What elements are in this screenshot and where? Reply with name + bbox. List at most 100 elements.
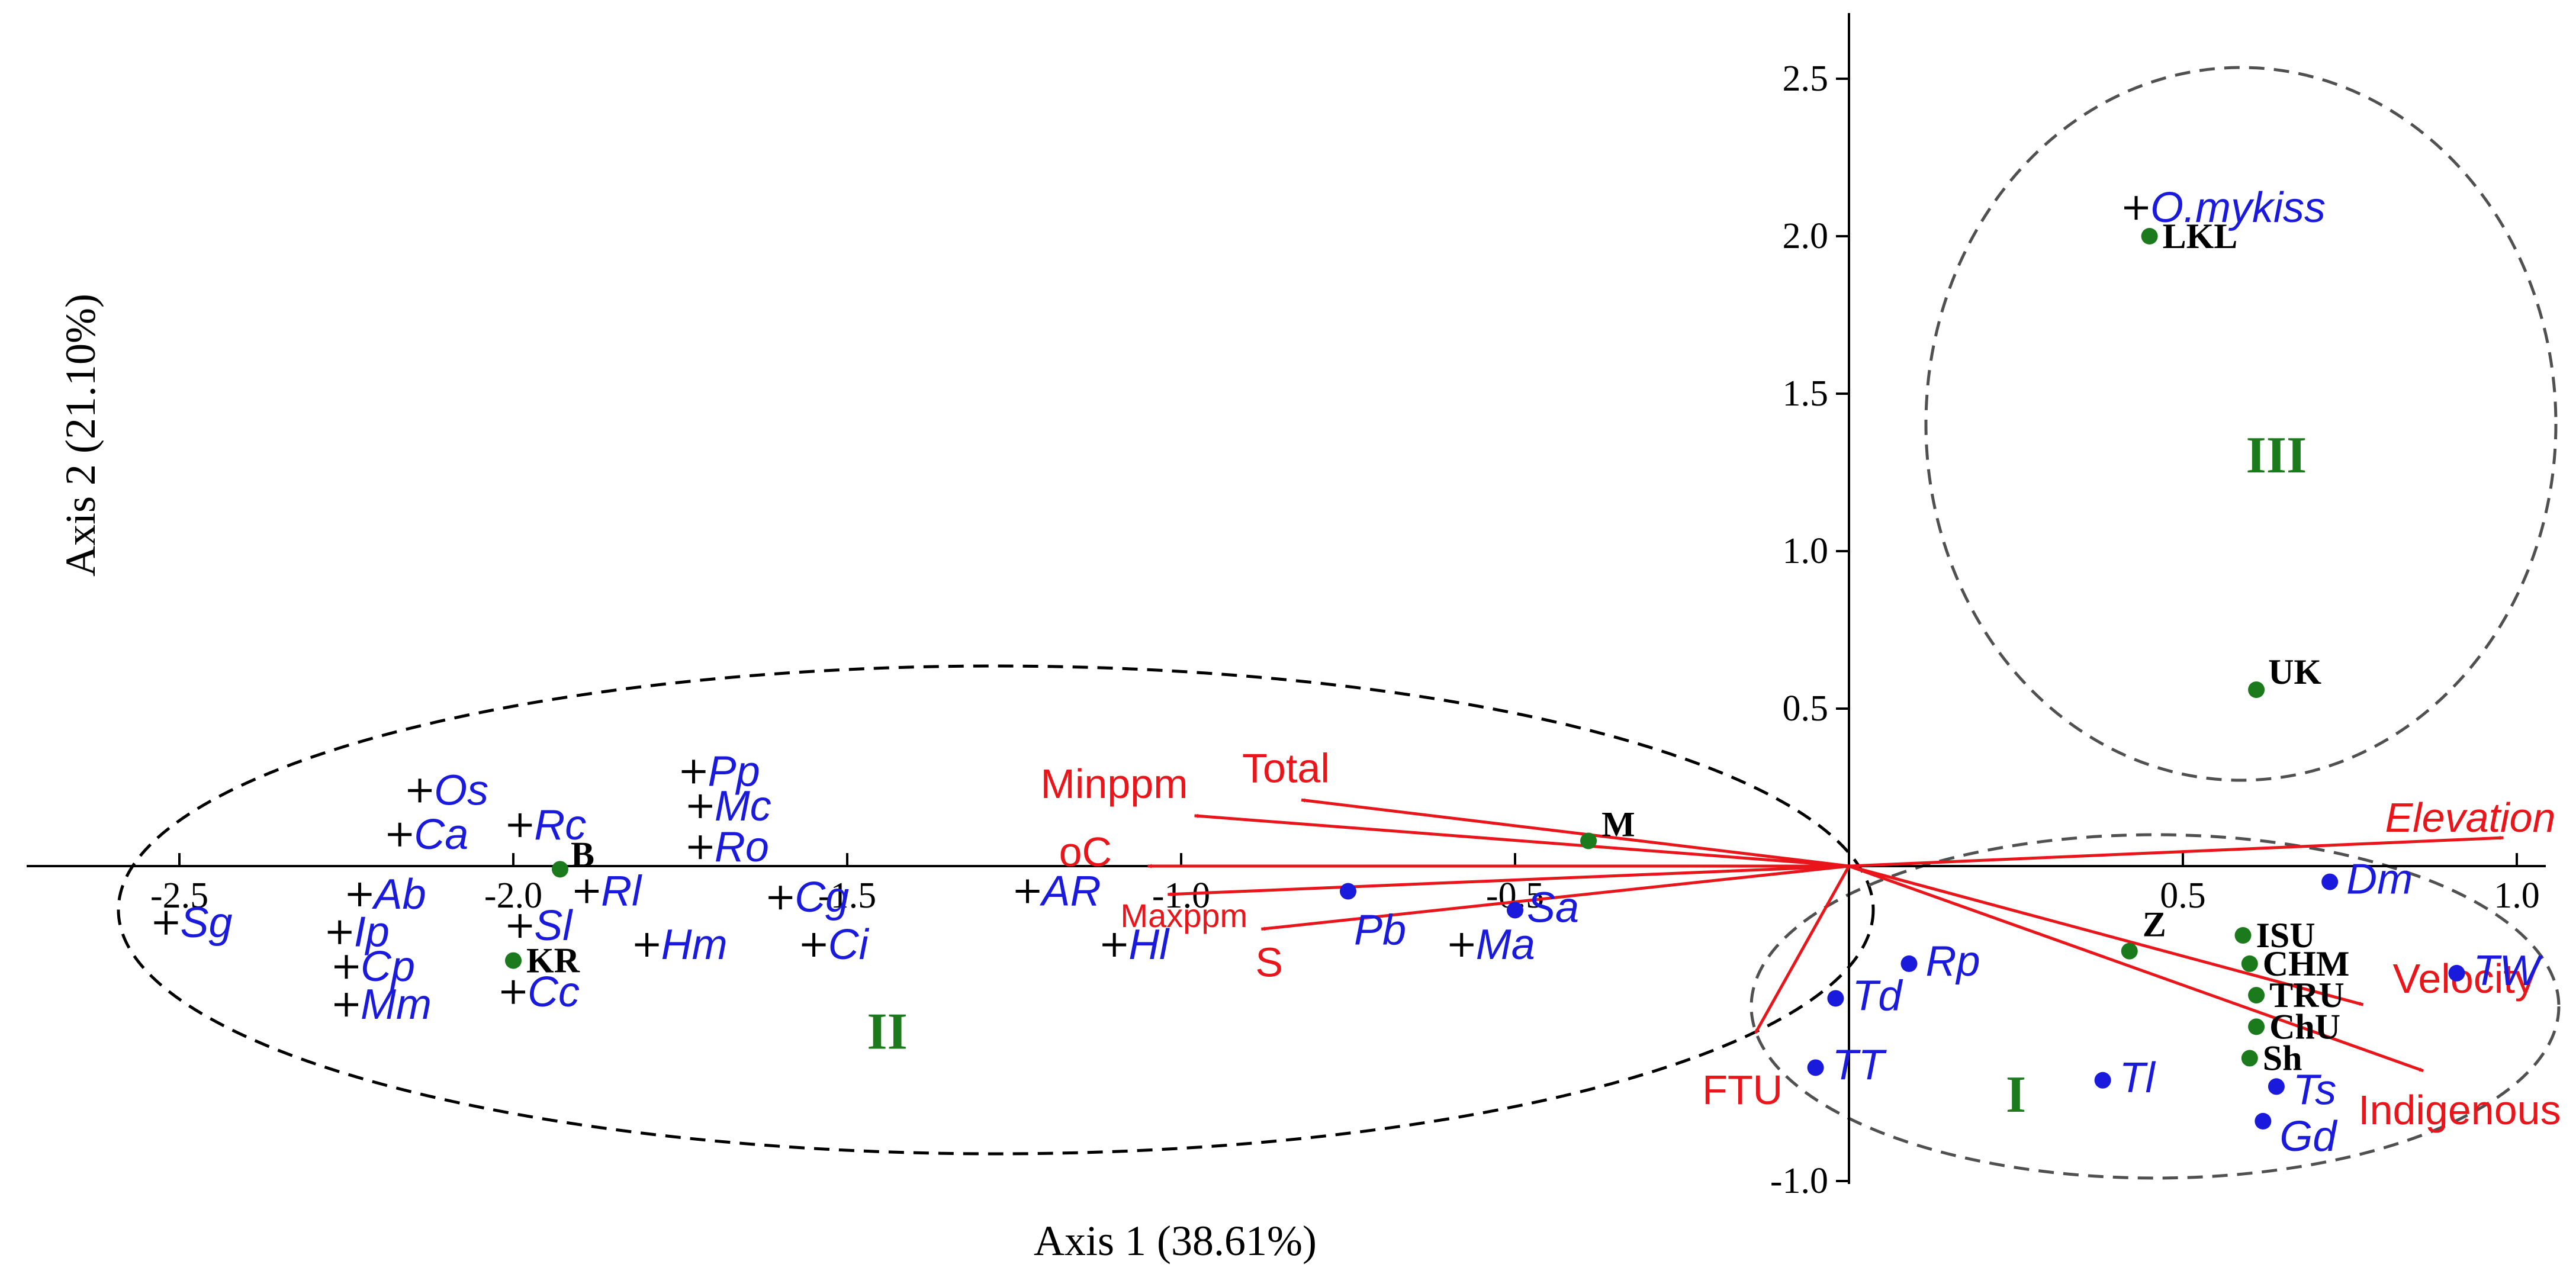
- group-label-ii: II: [867, 1003, 908, 1061]
- species-label-tt: TT: [1832, 1041, 1887, 1089]
- group-outline-ii: [117, 664, 1875, 1156]
- x-tick-label: -2.0: [484, 876, 542, 916]
- x-tick-label: -2.5: [150, 876, 208, 916]
- group-label-i: I: [2006, 1066, 2026, 1124]
- group-outlines: [117, 66, 2561, 1180]
- species-marker-cc: [501, 980, 525, 1004]
- species-marker-os: [408, 778, 432, 803]
- site-dot-chm: [2241, 955, 2258, 972]
- species-label-ma: Ma: [1476, 921, 1535, 969]
- y-tick-label: 2.0: [1783, 216, 1829, 256]
- vector-label-minppm: Minppm: [1041, 761, 1188, 807]
- species-label-dm: Dm: [2346, 856, 2413, 903]
- species-label-ci: Ci: [828, 921, 870, 969]
- site-label-tru: TRU: [2269, 976, 2345, 1015]
- species-label-ab: Ab: [372, 871, 426, 918]
- species-label-rp: Rp: [1926, 938, 1980, 985]
- site-dot-tru: [2248, 987, 2265, 1004]
- species-marker-mc: [688, 794, 712, 818]
- vector-label-s: S: [1255, 939, 1283, 985]
- site-label-z: Z: [2143, 905, 2166, 944]
- species-marker-cp: [335, 955, 358, 979]
- species-label-tw: TW: [2473, 947, 2543, 995]
- species-label-pp: Pp: [708, 748, 760, 795]
- species-label-hm: Hm: [661, 921, 728, 969]
- species-marker-cg: [768, 886, 793, 910]
- x-tick-label: -1.5: [818, 876, 876, 916]
- species-dot-pb: [1340, 883, 1356, 900]
- vector-arrow-maxppm: [1167, 864, 1850, 897]
- species-dot-sa: [1507, 902, 1523, 919]
- species-label-mc: Mc: [715, 783, 771, 830]
- x-tick-label: 0.5: [2160, 876, 2206, 916]
- axes: -2.5 -2.0 -1.5 -1.0 -0.5 0.5 1.02.52.01.51.00.…: [27, 13, 2546, 1201]
- vector-label-maxppm: Maxppm: [1120, 897, 1247, 934]
- species-label-tl: Tl: [2120, 1054, 2156, 1102]
- species-label-hl: Hl: [1128, 921, 1170, 969]
- site-label-isu: ISU: [2256, 916, 2315, 955]
- site-label-m: M: [1601, 805, 1635, 844]
- vector-arrow-velocity: [1848, 864, 2364, 1006]
- vector-label-total: Total: [1242, 745, 1330, 791]
- species-marker-rc: [508, 813, 532, 837]
- species-label-ar: AR: [1040, 868, 1101, 915]
- species-label-sl: Sl: [534, 902, 573, 950]
- y-tick-label: 1.0: [1783, 531, 1829, 571]
- species-label-sa: Sa: [1527, 884, 1579, 931]
- site-dot-lkl: [2141, 228, 2158, 244]
- group-label-iii: III: [2246, 427, 2307, 484]
- species-marker-mm: [335, 993, 358, 1017]
- species-label-ts: Ts: [2293, 1066, 2336, 1114]
- species-marker-hl: [1102, 933, 1127, 957]
- site-label-sh: Sh: [2263, 1039, 2302, 1078]
- species-dot-rp: [1900, 955, 1918, 972]
- species-marker-ab: [348, 882, 372, 906]
- vector-label-velocity: Velocity: [2393, 955, 2536, 1002]
- vector-arrow-minppm: [1194, 813, 1850, 868]
- vector-arrow-ftu: [1754, 865, 1851, 1034]
- species-label-ro: Ro: [715, 823, 769, 871]
- group-outline-i: [1750, 833, 2561, 1180]
- vector-label-indigenous: Indigenous: [2358, 1087, 2561, 1133]
- site-dot-kr: [505, 952, 522, 969]
- x-tick-label: -1.0: [1152, 876, 1210, 916]
- species-dot-ts: [2268, 1078, 2285, 1095]
- site-label-chm: CHM: [2263, 944, 2350, 983]
- species-marker-ci: [802, 933, 826, 957]
- species-dot-tl: [2094, 1072, 2111, 1089]
- species-marker-hm: [635, 933, 659, 957]
- vector-label-elevation: Elevation: [2385, 794, 2555, 841]
- species-label-td: Td: [1852, 972, 1903, 1019]
- species-marker-ar: [1015, 879, 1040, 903]
- species-label-pb: Pb: [1354, 907, 1406, 954]
- species-label-rc: Rc: [534, 802, 586, 849]
- species-label-gd: Gd: [2279, 1113, 2337, 1160]
- species-label-os: Os: [434, 767, 488, 814]
- species-label-rl: Rl: [601, 868, 642, 915]
- species-marker-rl: [575, 879, 599, 903]
- species-marker-o-mykiss: [2124, 196, 2149, 220]
- vector-arrow-indigenous: [1848, 864, 2424, 1073]
- species-dot-gd: [2255, 1112, 2272, 1130]
- species-label-o-mykiss: O.mykiss: [2150, 184, 2326, 231]
- environmental-vectors: Elevation Velocity Indigenous Total Minppm oC…: [1041, 745, 2561, 1133]
- vector-arrow-total: [1301, 798, 1850, 868]
- species-dot-td: [1827, 990, 1844, 1007]
- species-label-ip: Ip: [354, 909, 390, 956]
- vector-label-ftu: FTU: [1702, 1067, 1783, 1113]
- y-tick-label: 2.5: [1783, 59, 1829, 99]
- site-dot-z: [2121, 942, 2138, 960]
- species-label-ca: Ca: [414, 811, 468, 858]
- site-label-kr: KR: [526, 941, 580, 980]
- species-label-cp: Cp: [361, 943, 415, 990]
- species-dot-dm: [2321, 873, 2339, 890]
- y-tick-label: 1.5: [1783, 374, 1829, 414]
- site-label-b: B: [571, 835, 594, 874]
- x-tick-label: 1.0: [2494, 876, 2540, 916]
- species-label-cc: Cc: [528, 969, 580, 1016]
- site-dot-chu: [2248, 1018, 2265, 1035]
- species-dot-tt: [1807, 1059, 1824, 1076]
